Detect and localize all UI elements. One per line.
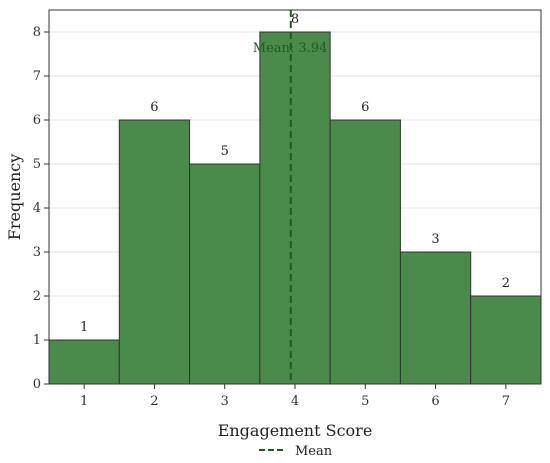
legend: Mean <box>259 444 333 459</box>
bar-count-label: 6 <box>361 100 369 115</box>
y-axis-title: Frequency <box>5 154 24 241</box>
histogram-bar <box>470 295 542 385</box>
x-tick-label: 6 <box>431 394 439 409</box>
x-axis-ticks: 1 2 3 4 5 6 7 <box>80 384 510 409</box>
y-tick-label: 1 <box>33 333 41 348</box>
bar-count-label: 5 <box>221 144 229 159</box>
x-tick-label: 3 <box>221 394 229 409</box>
x-tick-label: 1 <box>80 394 88 409</box>
bar-count-label: 6 <box>150 100 158 115</box>
x-tick-label: 5 <box>361 394 369 409</box>
histogram-bar <box>118 119 191 385</box>
y-tick-label: 4 <box>33 201 41 216</box>
y-tick-label: 7 <box>33 69 41 84</box>
y-tick-label: 2 <box>33 289 41 304</box>
x-tick-label: 4 <box>291 394 299 409</box>
legend-mean-label: Mean <box>295 444 333 459</box>
bar-labels: 1 6 5 8 6 3 2 <box>80 12 510 335</box>
bar-count-label: 3 <box>431 232 439 247</box>
bar-count-label: 1 <box>80 320 88 335</box>
y-tick-label: 8 <box>33 25 41 40</box>
bars <box>48 31 542 385</box>
bar-count-label: 2 <box>502 276 510 291</box>
y-tick-label: 3 <box>33 245 41 260</box>
y-tick-label: 5 <box>33 157 41 172</box>
mean-annotation: Mean: 3.94 <box>253 41 328 56</box>
histogram-bar <box>399 251 472 385</box>
histogram-bar <box>48 339 120 385</box>
bar-count-label: 8 <box>291 12 299 27</box>
histogram-bar <box>329 119 401 385</box>
y-axis-ticks: 0 1 2 3 4 5 6 7 8 <box>33 25 49 392</box>
x-tick-label: 2 <box>150 394 158 409</box>
y-tick-label: 0 <box>33 377 41 392</box>
x-tick-label: 7 <box>502 394 510 409</box>
y-tick-label: 6 <box>33 113 41 128</box>
histogram-bar <box>259 31 331 385</box>
histogram-bar <box>189 163 261 385</box>
x-axis-title: Engagement Score <box>218 421 373 440</box>
